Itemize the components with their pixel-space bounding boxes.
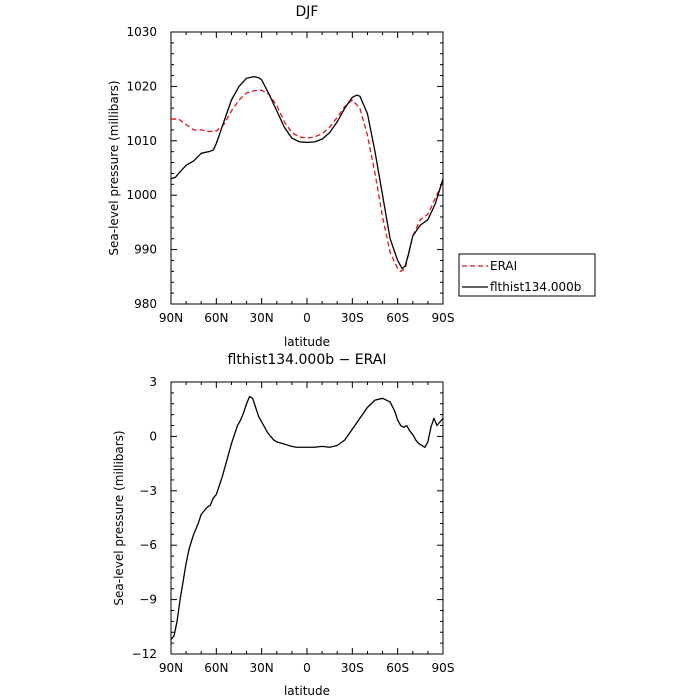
bottom-y-tick-label: −6	[139, 538, 157, 552]
top-y-tick-label: 1020	[126, 79, 157, 93]
top-x-tick-label: 30S	[341, 311, 364, 325]
bottom-x-tick-label: 60N	[204, 661, 228, 675]
bottom-x-axis-label: latitude	[284, 684, 330, 698]
top-x-axis-label: latitude	[284, 335, 330, 349]
bottom-x-ticks: 90N 60N 30N 0 30S 60S 90S	[159, 382, 455, 675]
bottom-y-ticks: −12 −9 −6 −3 0 3	[132, 375, 443, 661]
bottom-y-tick-label: −3	[139, 484, 157, 498]
top-x-tick-label: 60S	[386, 311, 409, 325]
bottom-x-tick-label: 30S	[341, 661, 364, 675]
bottom-y-tick-label: −12	[132, 647, 157, 661]
bottom-x-tick-label: 0	[303, 661, 311, 675]
top-y-axis-label: Sea-level pressure (millibars)	[107, 80, 121, 255]
top-x-tick-label: 90S	[432, 311, 455, 325]
top-chart-title: DJF	[296, 4, 319, 20]
legend-label-erai: ERAI	[490, 259, 517, 273]
bottom-panel: flthist134.000b − ERAI 90N 60N 30N 0 30S 60S 9…	[112, 352, 454, 698]
top-y-tick-label: 1010	[126, 134, 157, 148]
bottom-x-tick-label: 90S	[432, 661, 455, 675]
bottom-x-tick-label: 30N	[250, 661, 274, 675]
top-y-ticks: 980 990 1000 1010 1020 1030	[126, 25, 443, 311]
bottom-y-tick-label: 0	[149, 429, 157, 443]
top-x-tick-label: 0	[303, 311, 311, 325]
bottom-x-tick-label: 90N	[159, 661, 183, 675]
top-series-line-0	[171, 89, 444, 273]
top-x-tick-label: 60N	[204, 311, 228, 325]
legend-label-model: flthist134.000b	[490, 280, 581, 294]
top-y-tick-label: 990	[134, 243, 157, 257]
top-x-ticks: 90N 60N 30N 0 30S 60S 90S	[159, 32, 455, 325]
top-plot-frame	[170, 31, 444, 305]
top-panel: DJF 90N 60N 30N 0 30S 60S 90S 980 990 1000 1010 10…	[107, 4, 596, 349]
bottom-plot-frame	[170, 381, 444, 655]
top-y-tick-label: 980	[134, 297, 157, 311]
bottom-y-axis-label: Sea-level pressure (millibars)	[112, 430, 126, 605]
top-x-tick-label: 90N	[159, 311, 183, 325]
top-y-tick-label: 1000	[126, 188, 157, 202]
top-y-tick-label: 1030	[126, 25, 157, 39]
bottom-series-line-0	[170, 395, 444, 640]
legend-box	[458, 253, 596, 297]
bottom-x-tick-label: 60S	[386, 661, 409, 675]
bottom-y-tick-label: −9	[139, 593, 157, 607]
top-x-tick-label: 30N	[250, 311, 274, 325]
bottom-series-group	[170, 395, 444, 640]
top-series-line-1	[170, 75, 444, 270]
bottom-chart-title: flthist134.000b − ERAI	[228, 352, 387, 368]
legend: ERAI flthist134.000b	[458, 253, 596, 297]
top-series-group	[170, 75, 444, 273]
bottom-y-tick-label: 3	[149, 375, 157, 389]
